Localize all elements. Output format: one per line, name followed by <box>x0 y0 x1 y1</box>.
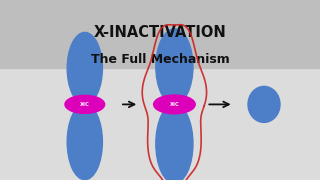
Ellipse shape <box>156 104 193 180</box>
Bar <box>0 0 320 68</box>
Ellipse shape <box>65 95 105 113</box>
Ellipse shape <box>248 86 280 122</box>
Text: X-INACTIVATION: X-INACTIVATION <box>94 25 226 40</box>
Text: XIC: XIC <box>170 102 179 107</box>
Ellipse shape <box>67 32 102 104</box>
Ellipse shape <box>156 29 193 104</box>
Ellipse shape <box>67 104 102 180</box>
Text: XIC: XIC <box>80 102 90 107</box>
Ellipse shape <box>154 95 195 114</box>
Text: The Full Mechanism: The Full Mechanism <box>91 53 229 66</box>
